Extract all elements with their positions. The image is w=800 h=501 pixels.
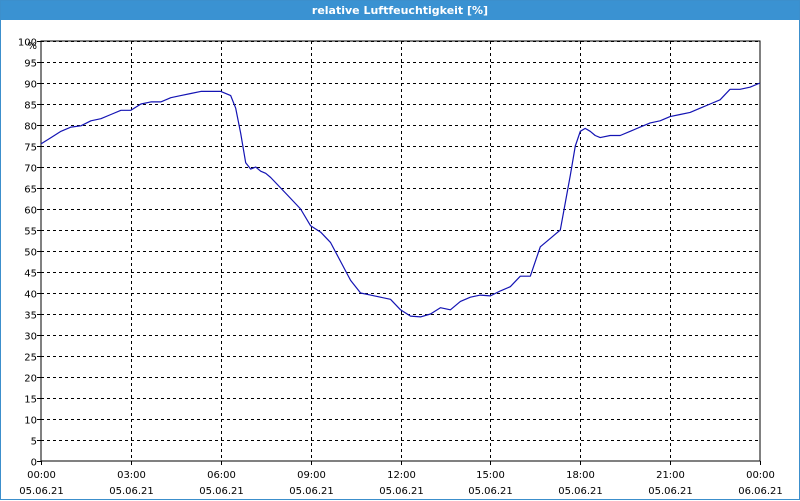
x-tick-date-label: 05.06.21 [19, 486, 64, 497]
y-tick-label: 70 [24, 164, 37, 175]
y-tick-label: 25 [24, 353, 37, 364]
x-tick-time-label: 18:00 [566, 470, 595, 481]
chart-title-bar: relative Luftfeuchtigkeit [%] [1, 1, 799, 20]
y-tick-label: 40 [24, 290, 37, 301]
humidity-series-line [40, 82, 761, 318]
x-tick-date-label: 05.06.21 [468, 486, 513, 497]
x-tick-time-label: 12:00 [387, 470, 416, 481]
chart-title: relative Luftfeuchtigkeit [%] [311, 4, 489, 17]
y-tick-label: 20 [24, 374, 37, 385]
y-axis-unit-label: % [27, 41, 37, 52]
y-tick-label: 65 [24, 185, 37, 196]
x-tick-time-label: 03:00 [117, 470, 146, 481]
y-tick-label: 30 [24, 332, 37, 343]
y-tick-label: 55 [24, 227, 37, 238]
x-tick-time-label: 15:00 [476, 470, 505, 481]
x-tick-date-label: 05.06.21 [289, 486, 334, 497]
y-tick-label: 5 [31, 437, 37, 448]
y-tick-label: 60 [24, 206, 37, 217]
y-tick-label: 15 [24, 395, 37, 406]
y-tick-label: 100 [18, 38, 37, 49]
y-tick-label: 50 [24, 248, 37, 259]
plot-frame [40, 40, 761, 462]
y-tick-label: 0 [31, 458, 37, 469]
x-tick-date-label: 06.06.21 [738, 486, 783, 497]
x-tick-time-label: 21:00 [656, 470, 685, 481]
x-tick-time-label: 06:00 [207, 470, 236, 481]
y-tick-label: 10 [24, 416, 37, 427]
x-tick-date-label: 05.06.21 [379, 486, 424, 497]
x-tick-date-label: 05.06.21 [648, 486, 693, 497]
y-tick-label: 80 [24, 122, 37, 133]
x-tick-time-label: 00:00 [27, 470, 56, 481]
x-tick-date-label: 05.06.21 [199, 486, 244, 497]
y-tick-label: 85 [24, 101, 37, 112]
y-tick-label: 75 [24, 143, 37, 154]
y-tick-label: 45 [24, 269, 37, 280]
x-tick-time-label: 09:00 [297, 470, 326, 481]
x-tick-date-label: 05.06.21 [558, 486, 603, 497]
y-tick-label: 95 [24, 59, 37, 70]
y-tick-label: 35 [24, 311, 37, 322]
x-tick-time-label: 00:00 [746, 470, 775, 481]
y-tick-label: 90 [24, 80, 37, 91]
x-tick-date-label: 05.06.21 [109, 486, 154, 497]
